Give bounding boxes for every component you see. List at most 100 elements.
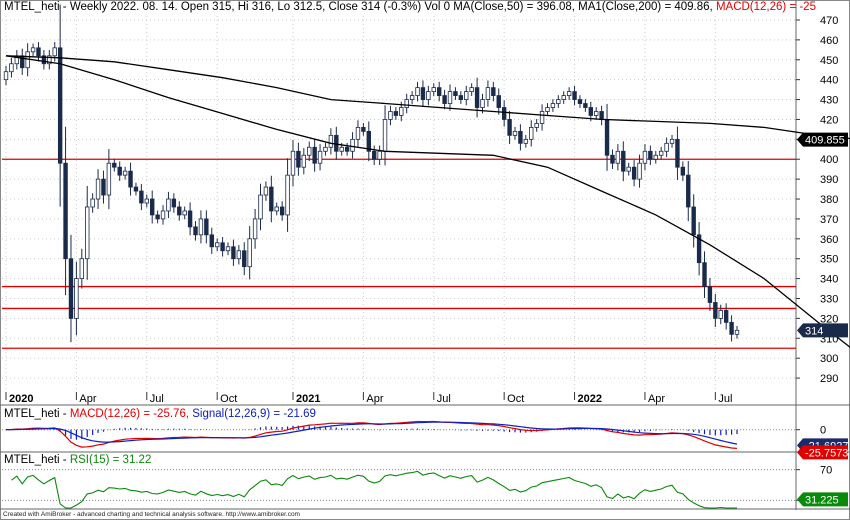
x-tick-label: 2020 [9,393,33,405]
candle-body [74,278,79,319]
macd-value-label-bg [797,445,848,460]
candle-body [193,226,198,236]
candle [626,162,631,176]
candle [534,119,539,132]
candle [718,304,723,325]
candle-body [9,63,14,73]
candle-body [47,55,52,65]
candle [469,83,474,96]
candle-body [518,130,523,144]
candle [734,325,740,339]
y-tick-label: 320 [820,313,838,325]
candle [355,120,361,147]
candle-body [707,286,713,303]
candle-body [496,95,501,108]
candle [442,89,447,110]
candle [675,126,680,180]
candle-body [68,258,74,319]
y-tick-label: 420 [820,114,838,126]
candle-body [653,154,658,160]
candle-body [615,150,621,164]
candle [160,205,166,225]
candle [653,150,658,164]
candle-body [166,198,171,212]
candle-body [182,210,187,216]
candle-body [501,107,507,120]
candle-body [388,111,393,120]
candle-body [588,107,593,116]
candle-body [723,310,729,323]
candle-body [566,91,572,96]
candle-body [393,111,399,116]
candle [507,110,512,144]
candle [95,169,101,209]
candle-body [144,198,149,204]
candle [177,201,182,221]
candle-body [160,210,166,220]
candle [307,141,312,162]
candle [496,88,501,115]
candle-body [404,99,409,108]
candle-body [621,150,626,172]
candle [366,121,371,162]
candle [9,57,14,78]
candle [117,161,122,181]
candle [30,43,36,57]
candle [729,315,734,342]
candle [610,149,615,169]
candle [426,85,431,106]
candle-body [236,250,242,260]
candle-body [155,214,160,220]
candle-body [550,103,556,108]
y-tick-label: 290 [820,373,838,385]
candle-body [204,218,209,236]
candle [431,83,436,96]
candle [63,126,68,296]
x-tick-label: Oct [507,393,524,405]
x-tick-label: Jul [437,393,451,405]
candle [686,161,691,222]
candle [474,77,480,118]
candle [301,148,307,175]
candle [274,202,279,216]
macd-line [5,420,738,449]
candle-body [301,154,307,168]
candle-body [231,246,236,260]
rsi-value-label: 31.225 [797,492,848,507]
candle [350,132,355,159]
candle [713,293,718,327]
y-tick-label: 380 [820,194,838,206]
candle [458,91,464,104]
y-tick-label: 360 [820,234,838,246]
candle-body [474,87,480,108]
candle [480,93,485,114]
y-tick-label: 340 [820,274,838,286]
candle [14,50,20,70]
x-tick-label: 2022 [578,393,602,405]
candle [707,278,713,312]
macd-header-signal: Signal(12,26,9) = -21.69 [192,408,316,420]
candle [518,124,523,151]
candle-body [545,107,550,112]
candle-body [734,329,740,335]
candle-body [3,71,9,81]
candle [409,91,415,104]
candle [344,142,350,156]
y-tick-label: 300 [820,353,838,365]
ma200-value-label: 409.855 [797,132,848,147]
candle [702,251,707,298]
candle [312,138,317,172]
candle-body [507,119,512,136]
candle-body [594,111,599,116]
candle [664,137,669,158]
close-value-label: 314 [797,323,848,338]
candle [85,185,90,280]
price-header: MTEL_heti - Weekly 2022. 08. 14. Open 31… [4,1,816,13]
candle [599,105,604,126]
candle [615,144,621,171]
candle-body [399,107,404,116]
candle-body [355,127,361,140]
candle-body [95,178,101,200]
candle [74,261,79,336]
